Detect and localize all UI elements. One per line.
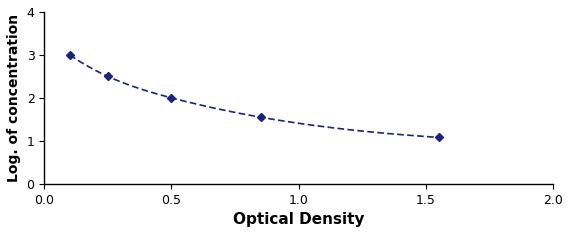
Y-axis label: Log. of concentration: Log. of concentration	[7, 14, 21, 182]
X-axis label: Optical Density: Optical Density	[233, 212, 364, 227]
